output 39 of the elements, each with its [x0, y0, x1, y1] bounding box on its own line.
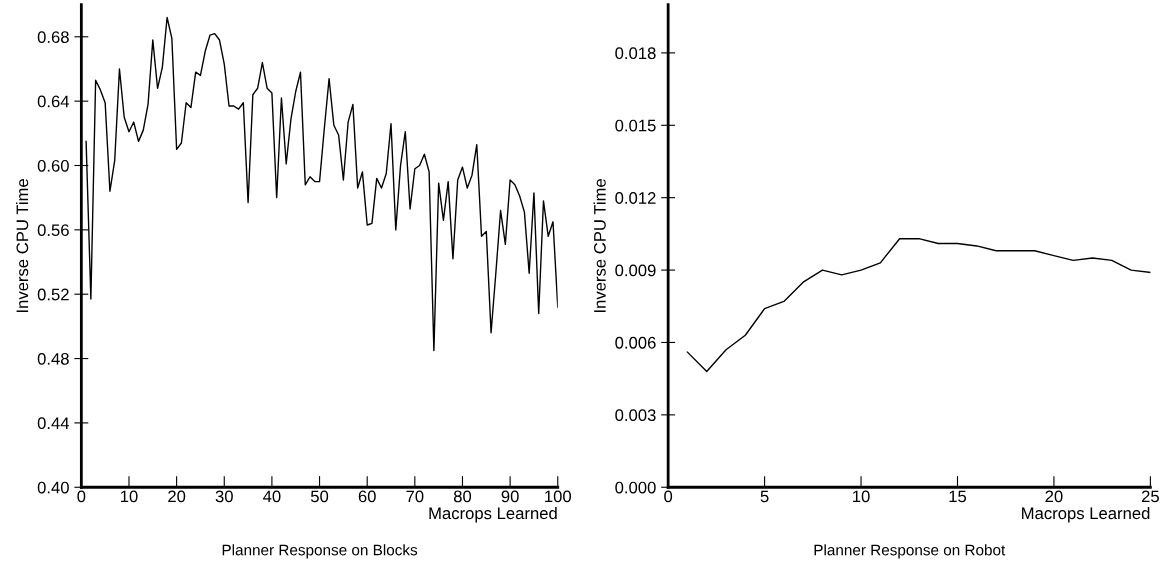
x-tick-label: 40	[263, 490, 281, 503]
x-tick-label: 10	[853, 490, 870, 503]
x-tick-label: 5	[760, 490, 769, 503]
line-series	[686, 238, 1151, 373]
x-tick-label: 0	[77, 490, 86, 503]
y-axis-title: Inverse CPU Time	[16, 179, 29, 313]
x-tick-label: 100	[545, 490, 572, 503]
y-tick-label: 0.48	[37, 352, 69, 365]
y-tick-label: 0.012	[615, 192, 656, 204]
x-tick-label: 50	[310, 490, 329, 503]
y-tick-label: 0.009	[615, 264, 656, 277]
y-axis-title: Inverse CPU Time	[593, 179, 606, 313]
y-tick-label: 0.015	[615, 119, 656, 132]
x-tick-label: 60	[358, 490, 376, 503]
x-tick-label: 25	[1141, 490, 1159, 503]
y-tick-label: 0.018	[615, 47, 656, 60]
x-tick-label: 20	[168, 490, 186, 503]
x-tick-label: 15	[949, 490, 967, 503]
x-tick-label: 70	[406, 490, 424, 503]
y-tick-label: 0.64	[37, 95, 70, 108]
x-tick-label: 30	[215, 490, 233, 503]
x-tick-label: 0	[664, 490, 673, 503]
y-tick-label: 0.52	[37, 288, 69, 301]
x-tick-label: 20	[1045, 490, 1063, 503]
text: Planner Response on Robot	[814, 544, 1006, 559]
y-tick-label: 0.40	[37, 481, 69, 494]
y-tick-label: 0.56	[37, 224, 69, 237]
x-axis-title: Macrops Learned	[429, 506, 557, 523]
x-tick-label: 80	[453, 490, 472, 503]
y-tick-label: 0.68	[37, 31, 69, 43]
y-tick-label: 0.44	[37, 417, 70, 430]
x-tick-label: 10	[120, 490, 138, 503]
y-tick-label: 0.000	[615, 481, 656, 494]
y-tick-label: 0.60	[37, 159, 69, 172]
x-axis-title: Macrops Learned	[1022, 506, 1150, 523]
x-tick-label: 90	[501, 490, 519, 503]
y-tick-label: 0.006	[615, 336, 656, 349]
text: Planner Response on Blocks	[222, 544, 418, 559]
y-tick-label: 0.003	[615, 409, 656, 422]
